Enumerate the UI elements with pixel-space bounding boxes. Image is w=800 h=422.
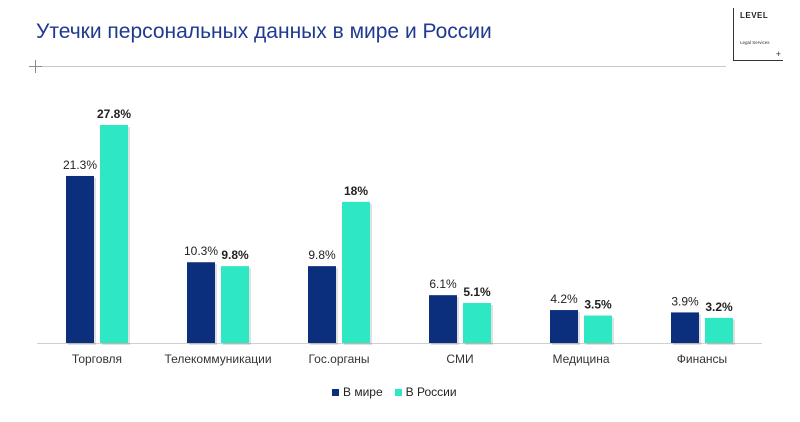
legend-item-world: В мире <box>332 385 383 399</box>
category-label: Торговля <box>72 352 122 366</box>
data-label-russia: 3.5% <box>584 298 612 312</box>
data-label-russia: 27.8% <box>97 107 131 121</box>
category-label: СМИ <box>446 352 473 366</box>
title-divider <box>36 66 726 67</box>
bar-russia <box>705 317 733 343</box>
bar-russia <box>584 315 612 343</box>
data-label-world: 6.1% <box>429 277 457 291</box>
data-label-world: 3.9% <box>671 294 699 308</box>
bar-russia <box>221 266 249 343</box>
logo-wordmark: LEVEL <box>740 11 769 20</box>
legend-item-russia: В России <box>394 385 457 399</box>
legend-label-russia: В России <box>405 385 457 399</box>
category-label: Гос.органы <box>308 352 369 366</box>
bar-world <box>671 312 699 343</box>
corner-cross-horizontal <box>29 66 42 67</box>
legend-swatch-world <box>332 388 339 396</box>
bar-world <box>308 266 336 343</box>
legend-swatch-russia <box>394 388 402 396</box>
data-label-russia: 18% <box>344 184 368 198</box>
bar-russia <box>100 125 128 343</box>
data-label-russia: 9.8% <box>221 248 249 262</box>
brand-logo: LEVEL Legal Services + <box>733 8 783 61</box>
category-label: Телекоммуникации <box>164 352 271 366</box>
data-label-world: 10.3% <box>184 244 218 258</box>
category-label: Медицина <box>552 352 609 366</box>
legend-label-world: В мире <box>343 385 383 399</box>
data-label-russia: 3.2% <box>705 300 733 314</box>
data-label-russia: 5.1% <box>463 285 491 299</box>
bar-world <box>429 295 457 343</box>
data-label-world: 9.8% <box>308 248 336 262</box>
data-label-world: 21.3% <box>63 158 97 172</box>
page-title: Утечки персональных данных в мире и Росс… <box>36 20 492 43</box>
bar-russia <box>463 303 491 343</box>
logo-plus-icon: + <box>775 49 781 59</box>
category-label: Финансы <box>677 352 727 366</box>
data-label-world: 4.2% <box>550 292 578 306</box>
bar-world <box>550 310 578 343</box>
bar-russia <box>342 201 370 343</box>
logo-subtitle: Legal Services <box>740 40 770 45</box>
chart-legend: В мире В России <box>332 385 469 399</box>
bar-world <box>187 262 215 343</box>
bar-world <box>66 175 94 343</box>
